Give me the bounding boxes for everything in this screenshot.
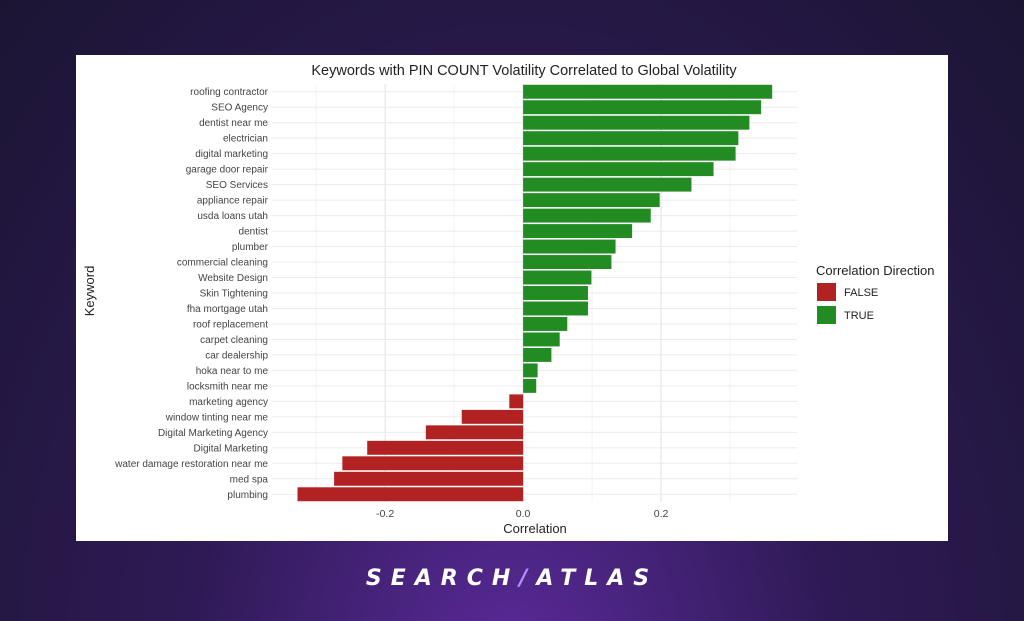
y-tick-label: plumbing — [227, 490, 268, 501]
y-tick-label: commercial cleaning — [177, 258, 268, 269]
bar — [523, 100, 762, 115]
y-tick-label: marketing agency — [189, 397, 268, 408]
bar — [523, 224, 633, 239]
y-tick-label: car dealership — [205, 350, 268, 361]
bar — [523, 239, 616, 254]
y-tick-label: window tinting near me — [165, 412, 269, 423]
bar — [342, 456, 524, 471]
bar — [523, 363, 538, 378]
x-tick-label: 0.2 — [654, 508, 669, 520]
bar — [509, 394, 524, 409]
y-tick-label: SEO Services — [206, 180, 268, 191]
bar — [523, 255, 612, 270]
y-tick-label: usda loans utah — [197, 211, 268, 222]
y-tick-label: Digital Marketing — [194, 443, 268, 454]
y-tick-label: garage door repair — [186, 165, 269, 176]
y-tick-label: roofing contractor — [190, 87, 268, 98]
y-tick-label: Digital Marketing Agency — [158, 428, 268, 439]
bar — [425, 425, 524, 440]
chart-panel: Keywords with PIN COUNT Volatility Corre… — [76, 55, 948, 541]
bar — [523, 286, 588, 300]
chart-title: Keywords with PIN COUNT Volatility Corre… — [311, 63, 737, 79]
bar — [523, 146, 736, 161]
bar — [523, 193, 660, 208]
y-tick-label: roof replacement — [193, 319, 268, 330]
search-atlas-logo: SEARCH/ATLAS — [0, 566, 1024, 591]
y-tick-label: locksmith near me — [187, 381, 269, 392]
y-tick-label: plumber — [232, 242, 269, 253]
y-tick-label: dentist — [239, 227, 269, 238]
legend-swatch-true — [817, 306, 836, 324]
bar — [523, 162, 714, 177]
legend: Correlation Direction FALSE TRUE — [816, 263, 935, 324]
legend-label-true: TRUE — [844, 310, 874, 322]
bar — [523, 347, 552, 362]
y-tick-label: hoka near to me — [196, 366, 269, 377]
legend-swatch-false — [817, 283, 836, 301]
bar — [523, 115, 750, 130]
bar — [523, 208, 651, 223]
bar — [523, 332, 560, 347]
bar — [523, 270, 592, 285]
y-tick-label: water damage restoration near me — [114, 459, 268, 470]
bar — [523, 316, 568, 331]
bar — [367, 440, 524, 455]
bar — [334, 471, 524, 486]
y-tick-label: electrician — [223, 134, 268, 145]
y-tick-label: appliance repair — [197, 196, 269, 207]
logo-left: SEARCH — [365, 566, 520, 591]
y-tick-label: carpet cleaning — [200, 335, 268, 346]
y-tick-label: SEO Agency — [211, 103, 268, 114]
y-tick-label: fha mortgage utah — [187, 304, 268, 315]
y-tick-label: dentist near me — [199, 118, 268, 129]
bar — [523, 84, 773, 99]
bar — [297, 487, 524, 502]
y-tick-label: digital marketing — [195, 149, 268, 160]
bar — [523, 177, 692, 192]
bar — [523, 131, 739, 146]
bar — [523, 301, 588, 316]
y-tick-label: med spa — [230, 474, 269, 485]
x-tick-label: -0.2 — [376, 508, 394, 520]
bar — [523, 378, 537, 393]
bar — [461, 409, 524, 424]
logo-right: ATLAS — [536, 566, 659, 591]
bar-chart: Keywords with PIN COUNT Volatility Corre… — [82, 63, 935, 536]
y-tick-label: Skin Tightening — [200, 289, 268, 300]
y-tick-label: Website Design — [198, 273, 268, 284]
legend-label-false: FALSE — [844, 287, 878, 299]
legend-title: Correlation Direction — [816, 263, 935, 278]
x-tick-label: 0.0 — [516, 508, 531, 520]
y-axis-label: Keyword — [82, 266, 97, 317]
x-axis-label: Correlation — [503, 521, 567, 536]
logo-slash: / — [519, 566, 537, 591]
